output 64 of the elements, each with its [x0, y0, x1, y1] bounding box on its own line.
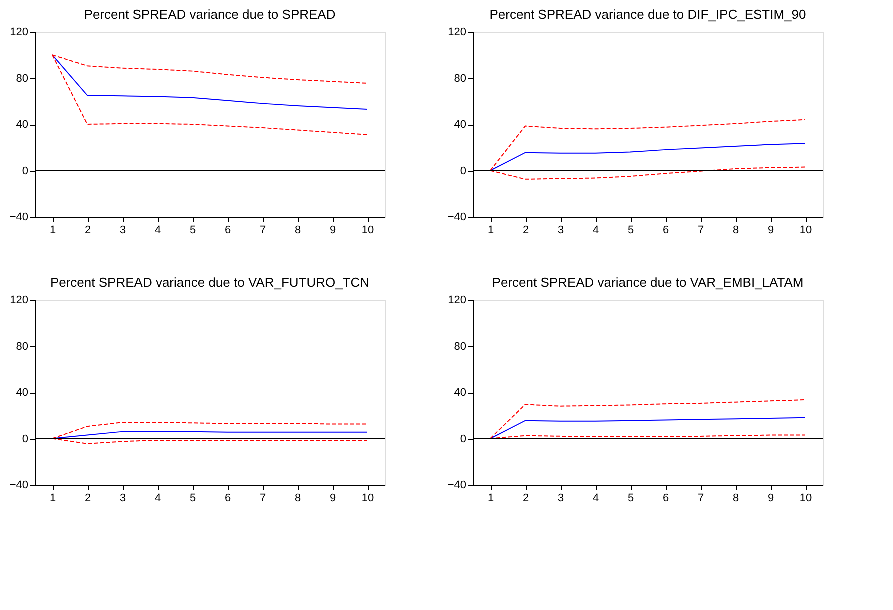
- y-tick-label: 80: [16, 72, 28, 85]
- y-tick-label: 0: [460, 433, 466, 446]
- y-tick-label: 0: [460, 165, 466, 178]
- y-tick-label: −40: [448, 480, 466, 492]
- x-tick-label: 1: [488, 224, 494, 236]
- x-tick-label: 3: [558, 224, 564, 236]
- x-tick-label: 9: [330, 224, 336, 236]
- y-tick-label: 40: [454, 387, 466, 399]
- x-tick-label: 3: [558, 492, 564, 504]
- x-tick-label: 10: [800, 224, 812, 236]
- x-tick-label: 9: [768, 224, 774, 236]
- y-tick-label: 120: [10, 26, 28, 38]
- x-tick-label: 6: [662, 224, 670, 236]
- x-tick-label: 4: [592, 224, 600, 236]
- x-tick-label: 6: [224, 224, 232, 236]
- x-tick-label: 7: [698, 492, 704, 504]
- x-tick-label: 1: [488, 492, 494, 504]
- y-tick-label: 120: [448, 294, 466, 306]
- x-tick-label: 2: [84, 224, 92, 236]
- x-tick-label: 5: [628, 492, 634, 504]
- x-tick-label: 4: [154, 492, 162, 504]
- y-tick-label: −40: [10, 212, 28, 224]
- x-tick-label: 5: [190, 492, 196, 504]
- x-tick-label: 6: [662, 492, 670, 504]
- y-tick-label: 40: [454, 119, 466, 131]
- y-tick-label: 40: [16, 119, 28, 131]
- y-tick-label: 120: [10, 294, 28, 306]
- x-tick-label: 1: [50, 224, 56, 236]
- x-tick-label: 4: [154, 224, 162, 236]
- x-tick-label: 9: [330, 492, 336, 504]
- x-tick-label: 2: [84, 492, 92, 504]
- y-tick-label: 0: [22, 165, 28, 178]
- y-tick-label: 40: [16, 387, 28, 399]
- x-tick-label: 2: [522, 224, 530, 236]
- x-tick-label: 6: [224, 492, 232, 504]
- y-tick-label: −40: [448, 212, 466, 224]
- x-tick-label: 8: [294, 492, 302, 504]
- x-tick-label: 2: [522, 492, 530, 504]
- y-tick-label: 120: [448, 26, 466, 38]
- x-tick-label: 8: [732, 224, 740, 236]
- x-tick-label: 10: [362, 492, 374, 504]
- y-tick-label: 80: [454, 72, 466, 85]
- chart-title: Percent SPREAD variance due to DIF_IPC_ESTIM_90: [490, 7, 806, 22]
- x-tick-label: 7: [698, 224, 704, 236]
- x-tick-label: 8: [732, 492, 740, 504]
- x-tick-label: 3: [120, 492, 126, 504]
- x-tick-label: 5: [628, 224, 634, 236]
- x-tick-label: 5: [190, 224, 196, 236]
- x-tick-label: 10: [362, 224, 374, 236]
- x-tick-label: 4: [592, 492, 600, 504]
- x-tick-label: 1: [50, 492, 56, 504]
- y-tick-label: 80: [454, 340, 466, 353]
- x-tick-label: 10: [800, 492, 812, 504]
- chart-title: Percent SPREAD variance due to SPREAD: [84, 7, 336, 22]
- chart-title: Percent SPREAD variance due to VAR_EMBI_LATAM: [492, 275, 804, 290]
- x-tick-label: 3: [120, 224, 126, 236]
- x-tick-label: 8: [294, 224, 302, 236]
- x-tick-label: 7: [260, 224, 266, 236]
- y-tick-label: 80: [16, 340, 28, 353]
- x-tick-label: 7: [260, 492, 266, 504]
- y-tick-label: 0: [22, 433, 28, 446]
- y-tick-label: −40: [10, 480, 28, 492]
- x-tick-label: 9: [768, 492, 774, 504]
- chart-title: Percent SPREAD variance due to VAR_FUTURO_TCN: [50, 275, 370, 290]
